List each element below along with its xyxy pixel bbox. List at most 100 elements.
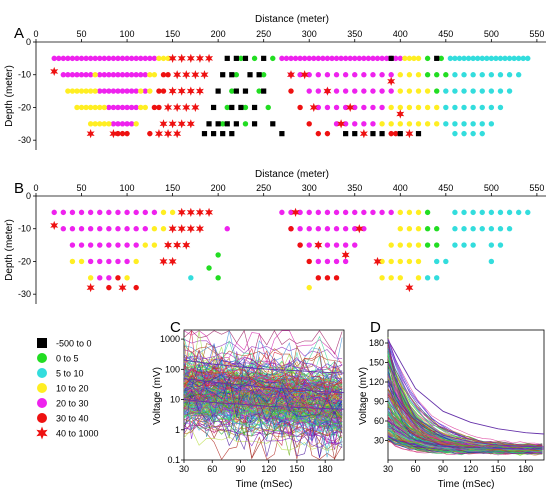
panel-a-data-point — [342, 88, 349, 94]
panel-a-label: A — [14, 25, 24, 42]
panel-a-data-point — [78, 104, 85, 111]
panel-b-data-point — [133, 226, 139, 232]
panel-a-data-point — [164, 129, 173, 139]
panel-d-series-line — [387, 436, 543, 455]
panel-b-x-ticks: 0 50 100 150 200 250 300 350 400 450 500 550 — [33, 183, 544, 196]
panel-a-data-point — [224, 55, 230, 61]
panel-a-data-point — [338, 55, 344, 62]
panel-c-x-tick-label: 180 — [318, 464, 333, 474]
panel-a-data-point — [229, 72, 235, 78]
panel-a-data-point — [424, 55, 431, 62]
panel-a-data-point — [83, 88, 89, 94]
panel-a-data-point — [279, 55, 285, 62]
panel-a-data-point — [470, 130, 476, 137]
panel-c-series-line — [183, 409, 343, 434]
panel-a-data-point — [397, 104, 403, 111]
panel-c-x-tick-label: 90 — [235, 464, 245, 474]
panel-a-data-point — [370, 88, 376, 94]
panel-a-data-point — [300, 70, 309, 80]
panel-b-data-point — [315, 275, 322, 281]
panel-b-data-point — [388, 242, 394, 248]
panel-b-data-point — [205, 207, 214, 217]
panel-a-y-tick-label: -10 — [18, 70, 31, 80]
panel-a-data-point — [415, 104, 422, 111]
panel-b-data-point — [124, 275, 130, 281]
panel-b-data-point — [87, 242, 94, 248]
panel-b-data-point — [333, 275, 340, 281]
panel-b-data-point — [461, 242, 467, 248]
panel-b-data-point — [97, 258, 103, 265]
panel-a-data-point — [415, 131, 422, 137]
panel-a-data-point — [251, 55, 258, 62]
panel-b-y-tick-label: 0 — [26, 191, 31, 201]
panel-a-data-point — [387, 76, 396, 86]
panel-b-data-point — [297, 242, 303, 248]
panel-b-data-point — [60, 226, 67, 232]
panel-a-data-point — [142, 55, 148, 62]
panel-b-data-point — [406, 258, 413, 265]
panel-a-data-point — [424, 72, 431, 78]
panel-b-data-point — [406, 226, 413, 232]
panel-d-x-tick-label: 90 — [438, 464, 448, 474]
panel-a-data-point — [156, 88, 162, 94]
panel-b-data-point — [434, 242, 440, 248]
panel-c-series-line — [183, 330, 343, 401]
panel-b-data-point — [424, 242, 431, 248]
panel-b-data-point — [397, 226, 403, 232]
panel-b-data-point — [497, 242, 504, 248]
panel-a-data-point — [154, 129, 163, 139]
panel-b-data-point — [352, 209, 358, 216]
panel-b-x-tick-label: 450 — [438, 183, 453, 193]
panel-a-data-point — [261, 88, 267, 94]
panel-a-data-point — [493, 55, 499, 62]
panel-a-data-point — [210, 104, 217, 111]
panel-a-data-point — [256, 72, 262, 78]
panel-b-points — [50, 207, 531, 293]
panel-c-y-tick-label: 1 — [175, 425, 180, 435]
panel-b-x-tick-label: 550 — [529, 183, 544, 193]
panel-a-data-point — [220, 131, 226, 137]
panel-b-data-point — [406, 209, 413, 216]
panel-c-typical-series — [183, 399, 345, 410]
panel-b-data-point — [479, 209, 485, 216]
panel-a-data-point — [346, 102, 355, 113]
panel-a-data-point — [470, 88, 476, 94]
panel-a-x-tick-label: 100 — [120, 29, 135, 39]
panel-b-data-point — [97, 275, 103, 281]
panel-d-y-tick-label: 60 — [374, 416, 384, 426]
panel-a-data-point — [92, 72, 98, 78]
panel-b: B Distance (meter) Depth (meter) 0 50 100 1… — [4, 169, 546, 304]
panel-b-data-point — [488, 226, 495, 232]
panel-a-data-point — [233, 88, 239, 94]
panel-b-data-point — [177, 224, 186, 234]
panel-b-data-point — [434, 258, 440, 265]
panel-c-series-line — [183, 415, 343, 445]
panel-a-data-point — [92, 88, 98, 94]
panel-b-data-point — [142, 242, 148, 248]
panel-a-data-point — [388, 104, 394, 111]
panel-d-series-line — [387, 424, 543, 454]
panel-b-data-point — [186, 224, 195, 234]
panel-a-data-point — [110, 72, 117, 78]
panel-a-data-point — [379, 55, 385, 62]
panel-b-data-point — [87, 209, 94, 216]
panel-a-data-point — [388, 121, 394, 127]
panel-b-data-point — [106, 275, 112, 281]
panel-c-series-line — [183, 359, 343, 389]
panel-a-y-tick-label: 0 — [26, 37, 31, 47]
panel-a-data-point — [133, 121, 139, 127]
panel-a-data-point — [424, 88, 431, 94]
panel-b-data-point — [379, 209, 385, 216]
panel-b-data-point — [306, 226, 312, 232]
panel-a-data-point — [479, 130, 485, 137]
panel-a-data-point — [128, 104, 135, 111]
panel-a-data-point — [479, 72, 485, 78]
panel-a-data-point — [69, 55, 76, 62]
panel-a-data-point — [388, 88, 394, 94]
panel-b-label: B — [14, 180, 24, 197]
panel-d-x-tick-label: 150 — [491, 464, 506, 474]
panel-a-data-point — [361, 104, 367, 111]
panel-b-data-point — [60, 209, 67, 216]
panel-c-series-line — [183, 377, 343, 396]
